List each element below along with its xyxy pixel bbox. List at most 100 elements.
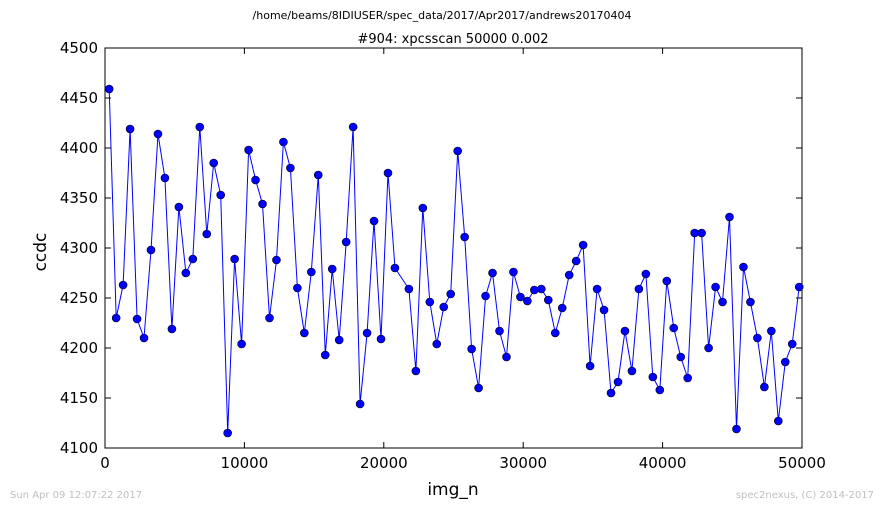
data-point bbox=[760, 382, 769, 392]
x-tick-label: 40000 bbox=[639, 454, 687, 472]
data-point bbox=[307, 267, 316, 277]
data-point bbox=[592, 284, 602, 294]
data-point bbox=[118, 280, 128, 290]
data-point bbox=[293, 283, 302, 293]
data-point bbox=[111, 313, 121, 323]
data-point bbox=[648, 372, 658, 382]
x-tick-label: 30000 bbox=[499, 454, 547, 472]
data-point bbox=[509, 267, 518, 277]
data-point bbox=[320, 350, 330, 360]
data-point bbox=[641, 269, 651, 279]
data-point bbox=[718, 297, 727, 307]
data-point bbox=[348, 122, 358, 132]
data-point bbox=[481, 291, 490, 301]
data-point bbox=[181, 268, 191, 278]
data-point bbox=[774, 416, 783, 426]
data-point bbox=[794, 282, 804, 292]
data-point bbox=[425, 297, 435, 307]
data-point bbox=[557, 303, 567, 313]
data-point bbox=[725, 212, 734, 222]
data-point bbox=[237, 339, 246, 349]
data-point bbox=[550, 328, 560, 338]
data-point bbox=[571, 256, 581, 266]
data-point bbox=[739, 262, 748, 272]
data-point bbox=[543, 295, 553, 305]
data-point bbox=[258, 199, 267, 209]
data-point bbox=[286, 163, 295, 173]
data-point bbox=[767, 326, 776, 336]
chart-title: #904: xpcsscan 50000 0.002 bbox=[357, 32, 548, 47]
data-point bbox=[787, 339, 797, 349]
data-point bbox=[537, 284, 546, 294]
data-point bbox=[495, 326, 504, 336]
data-point bbox=[704, 343, 713, 353]
data-point bbox=[251, 175, 260, 185]
y-tick-label: 4300 bbox=[60, 239, 98, 257]
y-tick-label: 4250 bbox=[60, 289, 98, 307]
data-point bbox=[599, 305, 609, 315]
data-point bbox=[516, 292, 525, 302]
data-point bbox=[404, 284, 414, 294]
data-point bbox=[578, 240, 588, 250]
footer-timestamp: Sun Apr 09 12:07:22 2017 bbox=[10, 490, 142, 501]
data-point bbox=[676, 352, 686, 362]
data-point bbox=[313, 170, 323, 180]
y-tick-label: 4350 bbox=[60, 189, 98, 207]
data-point bbox=[446, 289, 456, 299]
y-axis-ticks: 4100 4150 4200 4250 4300 4350 4400 4450 4500 bbox=[60, 39, 802, 457]
data-point bbox=[780, 357, 790, 367]
data-point bbox=[355, 399, 365, 409]
y-tick-label: 4500 bbox=[60, 39, 98, 57]
data-point bbox=[502, 352, 511, 362]
x-axis-label: img_n bbox=[427, 480, 478, 500]
data-point bbox=[279, 137, 288, 147]
data-point bbox=[613, 377, 623, 387]
data-point bbox=[697, 228, 706, 238]
data-point bbox=[362, 328, 372, 338]
data-point bbox=[334, 335, 344, 345]
data-point bbox=[620, 326, 630, 336]
data-point bbox=[523, 296, 532, 306]
data-point bbox=[732, 424, 741, 434]
y-tick-label: 4100 bbox=[60, 439, 98, 457]
data-point bbox=[432, 339, 442, 349]
data-point bbox=[627, 366, 637, 376]
data-point bbox=[223, 428, 232, 438]
data-point bbox=[418, 203, 428, 213]
y-tick-label: 4450 bbox=[60, 89, 98, 107]
x-tick-label: 0 bbox=[100, 454, 110, 472]
x-axis-ticks: 0 10000 20000 30000 40000 50000 bbox=[100, 48, 826, 472]
data-point bbox=[383, 168, 393, 178]
data-point bbox=[655, 385, 665, 395]
data-point bbox=[369, 216, 379, 226]
data-point bbox=[146, 245, 156, 255]
series-layer bbox=[104, 84, 804, 438]
data-point bbox=[683, 373, 692, 383]
data-point bbox=[467, 344, 476, 354]
data-point bbox=[711, 282, 720, 292]
data-point bbox=[376, 334, 386, 344]
data-point bbox=[753, 333, 762, 343]
chart-suptitle: /home/beams/8IDIUSER/spec_data/2017/Apr2… bbox=[253, 9, 632, 22]
data-point bbox=[634, 284, 644, 294]
data-point bbox=[160, 173, 170, 183]
y-axis-label: ccdc bbox=[31, 233, 51, 272]
x-tick-label: 20000 bbox=[360, 454, 408, 472]
data-point bbox=[341, 237, 351, 247]
data-point bbox=[662, 276, 672, 286]
data-point bbox=[453, 146, 462, 156]
y-tick-label: 4150 bbox=[60, 389, 98, 407]
data-point bbox=[132, 314, 142, 324]
data-point bbox=[300, 328, 309, 338]
data-point bbox=[216, 190, 226, 200]
data-point bbox=[174, 202, 184, 212]
data-point bbox=[139, 333, 149, 343]
data-point bbox=[167, 324, 177, 334]
data-point bbox=[439, 302, 449, 312]
plot-area bbox=[104, 47, 803, 449]
data-point bbox=[153, 129, 163, 139]
data-point bbox=[606, 388, 616, 398]
data-point bbox=[746, 297, 755, 307]
x-tick-label: 10000 bbox=[221, 454, 269, 472]
